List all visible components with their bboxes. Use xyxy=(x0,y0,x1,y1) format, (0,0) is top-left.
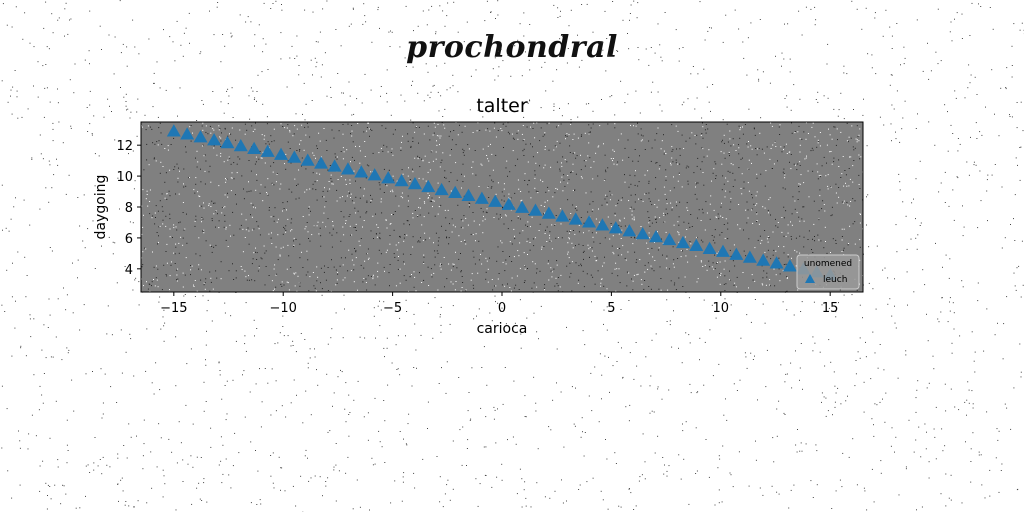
data-point xyxy=(180,127,195,140)
plot-noise-texture xyxy=(141,122,864,293)
data-point xyxy=(555,209,570,222)
data-point xyxy=(340,162,355,175)
data-point xyxy=(622,224,637,237)
y-tick-label: 10 xyxy=(116,170,133,185)
y-tick-label: 6 xyxy=(125,232,133,247)
x-tick-label: −5 xyxy=(383,301,402,316)
data-point xyxy=(233,138,248,152)
data-point xyxy=(434,182,449,196)
data-point xyxy=(421,179,436,193)
data-point xyxy=(702,241,717,254)
data-point xyxy=(756,253,771,266)
data-point xyxy=(528,203,543,216)
data-point xyxy=(568,212,583,225)
data-point xyxy=(635,227,650,240)
legend-title: unomened xyxy=(804,259,852,269)
chart-title: talter xyxy=(476,95,528,117)
data-point xyxy=(662,232,677,246)
y-axis-label: daygoing xyxy=(93,175,109,240)
data-point xyxy=(166,124,181,137)
data-point xyxy=(407,176,422,190)
data-point xyxy=(501,197,516,210)
x-tick-label: −15 xyxy=(160,301,187,316)
data-point xyxy=(515,200,530,213)
data-point xyxy=(474,191,489,204)
y-tick-label: 12 xyxy=(116,139,133,154)
data-point xyxy=(381,171,396,184)
data-point xyxy=(488,194,503,207)
data-point xyxy=(689,238,704,252)
data-point xyxy=(260,144,275,157)
data-point xyxy=(247,141,262,154)
data-point xyxy=(769,256,784,269)
data-point xyxy=(461,188,476,201)
data-point xyxy=(193,130,208,143)
legend-marker xyxy=(805,274,815,283)
data-point xyxy=(300,153,315,166)
data-point xyxy=(394,174,409,187)
data-point xyxy=(675,235,690,249)
x-axis-label: carioca xyxy=(477,321,528,337)
data-point xyxy=(541,206,556,219)
data-point xyxy=(274,147,289,160)
data-point xyxy=(207,133,222,146)
data-point xyxy=(608,221,623,234)
data-point xyxy=(595,218,610,231)
data-point xyxy=(715,244,730,257)
data-point xyxy=(367,168,382,181)
data-point xyxy=(649,229,664,243)
x-tick-label: 0 xyxy=(498,301,506,316)
legend-entry-label: leuch xyxy=(823,275,847,285)
data-point xyxy=(314,156,329,169)
data-point xyxy=(354,165,369,178)
data-point xyxy=(582,215,597,228)
x-tick-label: 10 xyxy=(713,301,730,316)
data-point xyxy=(220,136,235,149)
data-point xyxy=(782,259,797,272)
y-tick-label: 4 xyxy=(125,263,133,278)
x-tick-label: 15 xyxy=(822,301,839,316)
x-tick-label: 5 xyxy=(607,301,615,316)
data-point xyxy=(287,150,302,163)
data-point xyxy=(448,185,463,199)
plot-area xyxy=(141,122,863,292)
figure-suptitle: prochondral xyxy=(406,30,618,65)
data-point xyxy=(742,250,757,263)
data-point xyxy=(327,159,342,172)
x-tick-label: −10 xyxy=(269,301,296,316)
y-tick-label: 8 xyxy=(125,201,133,216)
data-point xyxy=(729,247,744,260)
